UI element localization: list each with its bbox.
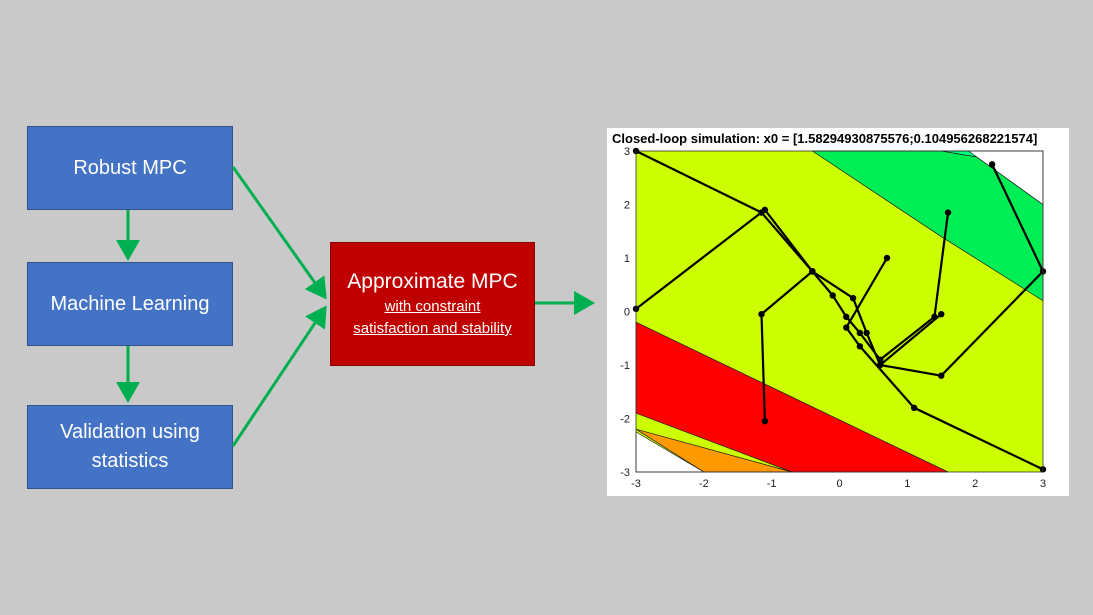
- x-tick-label: 1: [904, 478, 910, 490]
- validation-box: Validation using statistics: [27, 405, 233, 489]
- approximate-mpc-subtitle-1: with constraint: [384, 298, 481, 315]
- trajectory-3-point-0: [761, 417, 769, 425]
- x-tick-label: -3: [631, 478, 641, 490]
- x-tick-label: -1: [767, 478, 777, 490]
- trajectory-2-point-2: [856, 343, 864, 350]
- trajectory-2-point-4: [883, 254, 891, 262]
- y-tick-label: 1: [624, 253, 630, 265]
- arrow-robust-to-approx: [231, 166, 327, 300]
- x-tick-label: -2: [699, 478, 709, 490]
- trajectory-2-point-1: [910, 404, 918, 411]
- machine-learning-box: Machine Learning: [27, 262, 233, 346]
- trajectory-1-point-1: [761, 206, 769, 214]
- trajectory-0-point-6: [938, 372, 945, 379]
- y-tick-label: 3: [624, 146, 630, 158]
- trajectory-4-point-1: [938, 310, 945, 318]
- trajectory-1-point-6: [877, 356, 884, 363]
- y-tick-label: 2: [624, 200, 630, 212]
- trajectory-1-point-5: [856, 329, 864, 337]
- plot-title: Closed-loop simulation: x0 = [1.58294930…: [612, 131, 1037, 146]
- trajectory-4-point-0: [877, 361, 884, 369]
- closed-loop-plot-svg: Closed-loop simulation: x0 = [1.58294930…: [612, 131, 1047, 490]
- y-tick-label: -1: [620, 360, 630, 372]
- approximate-mpc-subtitle-2: satisfaction and stability: [353, 320, 512, 337]
- approximate-mpc-title: Approximate MPC: [347, 270, 518, 293]
- closed-loop-plot: Closed-loop simulation: x0 = [1.58294930…: [607, 128, 1069, 496]
- robust-mpc-box: Robust MPC: [27, 126, 233, 210]
- trajectory-3-point-1: [758, 310, 765, 318]
- trajectory-0-point-3: [849, 294, 857, 302]
- trajectory-0-point-4: [863, 329, 870, 337]
- x-tick-label: 2: [972, 478, 978, 490]
- trajectory-1-point-4: [843, 313, 850, 321]
- trajectory-0-point-8: [988, 161, 996, 168]
- trajectory-2-point-3: [843, 324, 850, 331]
- approximate-mpc-box: Approximate MPC with constraint satisfac…: [330, 242, 535, 366]
- trajectory-1-point-3: [829, 292, 836, 299]
- trajectory-3-point-2: [809, 268, 816, 275]
- plot-axes-frame: [635, 150, 1044, 473]
- y-tick-label: -3: [620, 467, 630, 479]
- x-tick-label: 3: [1040, 478, 1046, 490]
- x-tick-label: 0: [836, 478, 842, 490]
- trajectory-1-point-8: [944, 209, 952, 216]
- trajectory-4: [879, 313, 942, 366]
- arrow-validation-to-approx: [231, 305, 327, 447]
- y-tick-label: -2: [620, 414, 630, 426]
- y-tick-label: 0: [624, 307, 630, 319]
